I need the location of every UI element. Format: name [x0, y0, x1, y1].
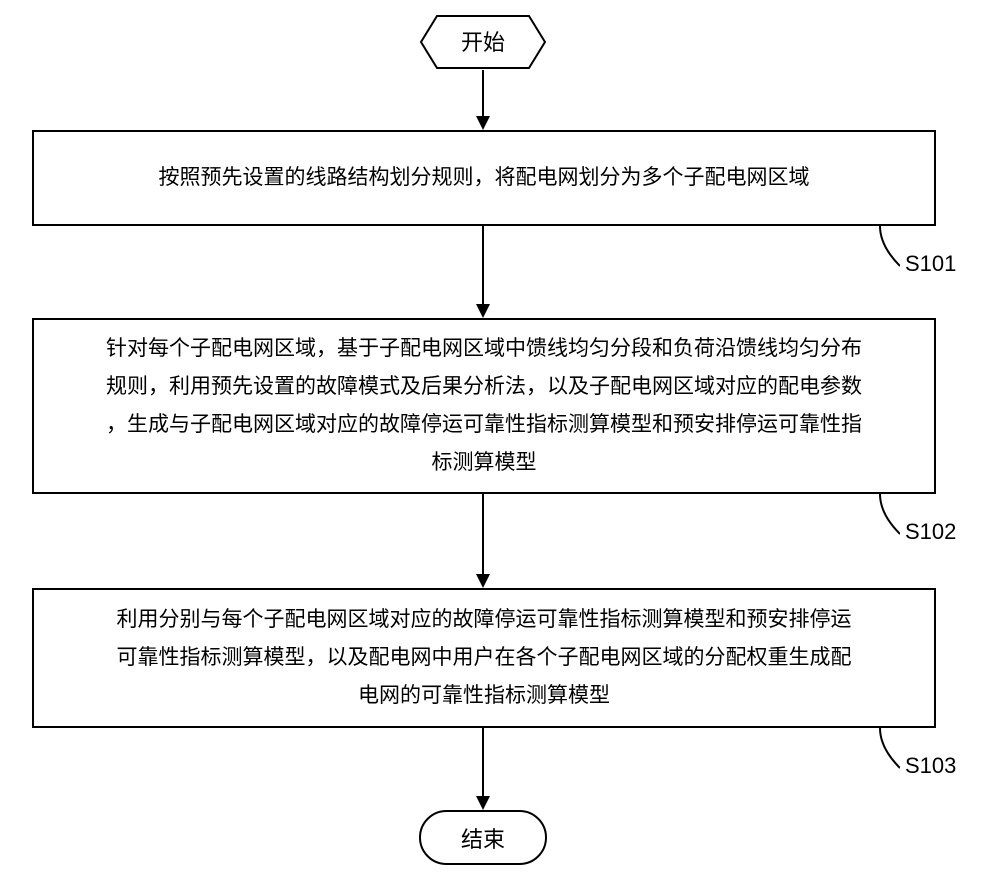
arrow-1 [482, 70, 484, 116]
arrow-2 [482, 226, 484, 304]
leader-s101 [840, 226, 900, 274]
arrow-2-head [476, 304, 490, 318]
process-s102-text: 针对每个子配电网区域，基于子配电网区域中馈线均匀分段和负荷沿馈线均匀分布 规则，… [106, 330, 862, 481]
start-label: 开始 [461, 30, 505, 55]
process-s102: 针对每个子配电网区域，基于子配电网区域中馈线均匀分段和负荷沿馈线均匀分布 规则，… [32, 318, 936, 494]
arrow-3-head [476, 574, 490, 588]
arrow-4 [482, 728, 484, 796]
start-terminator: 开始 [419, 14, 547, 70]
process-s103-text: 利用分别与每个子配电网区域对应的故障停运可靠性指标测算模型和预安排停运 可靠性指… [117, 601, 852, 714]
process-s101-text: 按照预先设置的线路结构划分规则，将配电网划分为多个子配电网区域 [159, 159, 810, 197]
flowchart-container: 开始 按照预先设置的线路结构划分规则，将配电网划分为多个子配电网区域 S101 … [0, 0, 1000, 881]
leader-s103 [840, 728, 900, 776]
end-label: 结束 [461, 822, 505, 854]
leader-s102 [840, 494, 900, 542]
arrow-4-head [476, 796, 490, 810]
arrow-1-head [476, 116, 490, 130]
arrow-3 [482, 494, 484, 574]
process-s103: 利用分别与每个子配电网区域对应的故障停运可靠性指标测算模型和预安排停运 可靠性指… [32, 588, 936, 728]
label-s101: S101 [905, 251, 956, 277]
label-s103: S103 [905, 753, 956, 779]
process-s101: 按照预先设置的线路结构划分规则，将配电网划分为多个子配电网区域 [32, 130, 936, 226]
end-terminator: 结束 [419, 810, 547, 865]
label-s102: S102 [905, 519, 956, 545]
